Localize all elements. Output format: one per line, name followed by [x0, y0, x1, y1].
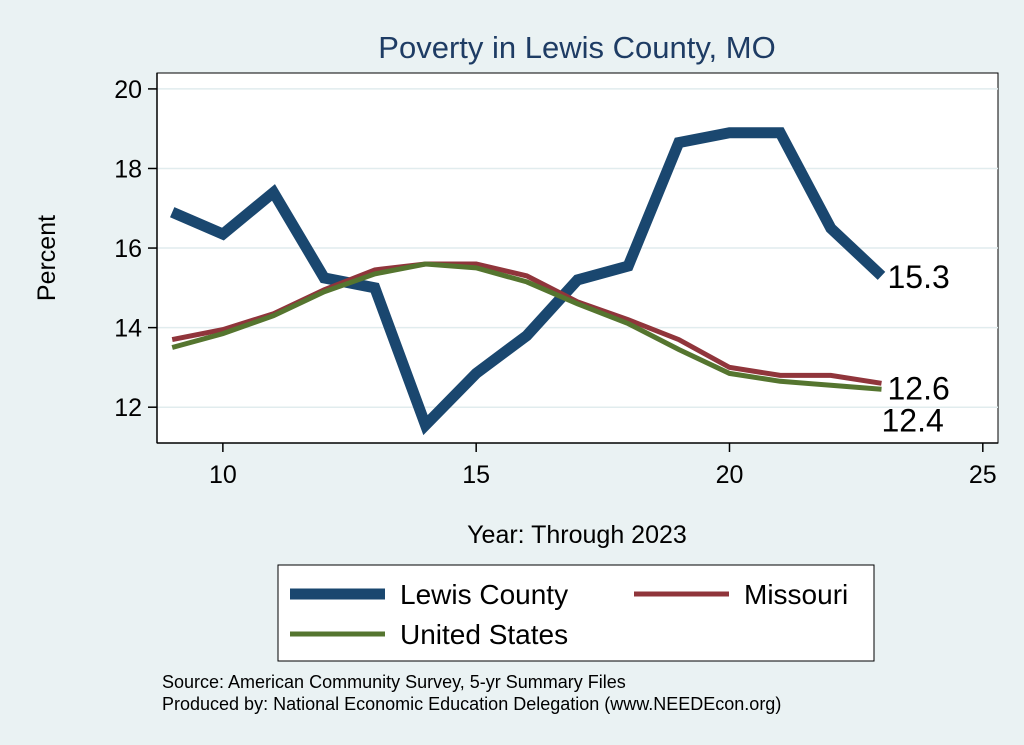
x-tick-label: 10 — [209, 461, 237, 489]
legend-box — [277, 564, 875, 662]
x-tick-label: 25 — [969, 461, 997, 489]
series-line-united-states — [171, 261, 882, 392]
y-tick-label: 20 — [114, 76, 142, 104]
legend-label-missouri: Missouri — [744, 579, 848, 610]
producer-note: Produced by: National Economic Education… — [162, 694, 781, 714]
chart-title: Poverty in Lewis County, MO — [378, 30, 775, 65]
axes: 12 14 16 18 20 10 15 20 25 — [114, 73, 998, 489]
y-axis-title: Percent — [33, 215, 61, 301]
x-tick-label: 20 — [716, 461, 744, 489]
end-label-lewis-county: 15.3 — [887, 259, 949, 295]
y-tick-label: 16 — [114, 235, 142, 263]
y-tick-label: 18 — [114, 155, 142, 183]
x-axis-title: Year: Through 2023 — [467, 521, 687, 549]
end-label-united-states: 12.4 — [881, 402, 943, 438]
gridlines — [157, 88, 998, 408]
y-tick-label: 14 — [114, 315, 142, 343]
legend: Lewis County Missouri United States — [277, 564, 875, 662]
series-line-lewis-county — [170, 127, 886, 436]
end-label-missouri: 12.6 — [887, 370, 949, 406]
x-tick-label: 15 — [462, 461, 490, 489]
end-labels: 15.3 12.612.4 — [881, 259, 949, 438]
legend-label-lewis-county: Lewis County — [400, 579, 568, 610]
y-tick-label: 12 — [114, 394, 142, 422]
series-lines — [170, 127, 886, 436]
source-note: Source: American Community Survey, 5-yr … — [162, 672, 626, 692]
legend-label-united-states: United States — [400, 619, 568, 650]
